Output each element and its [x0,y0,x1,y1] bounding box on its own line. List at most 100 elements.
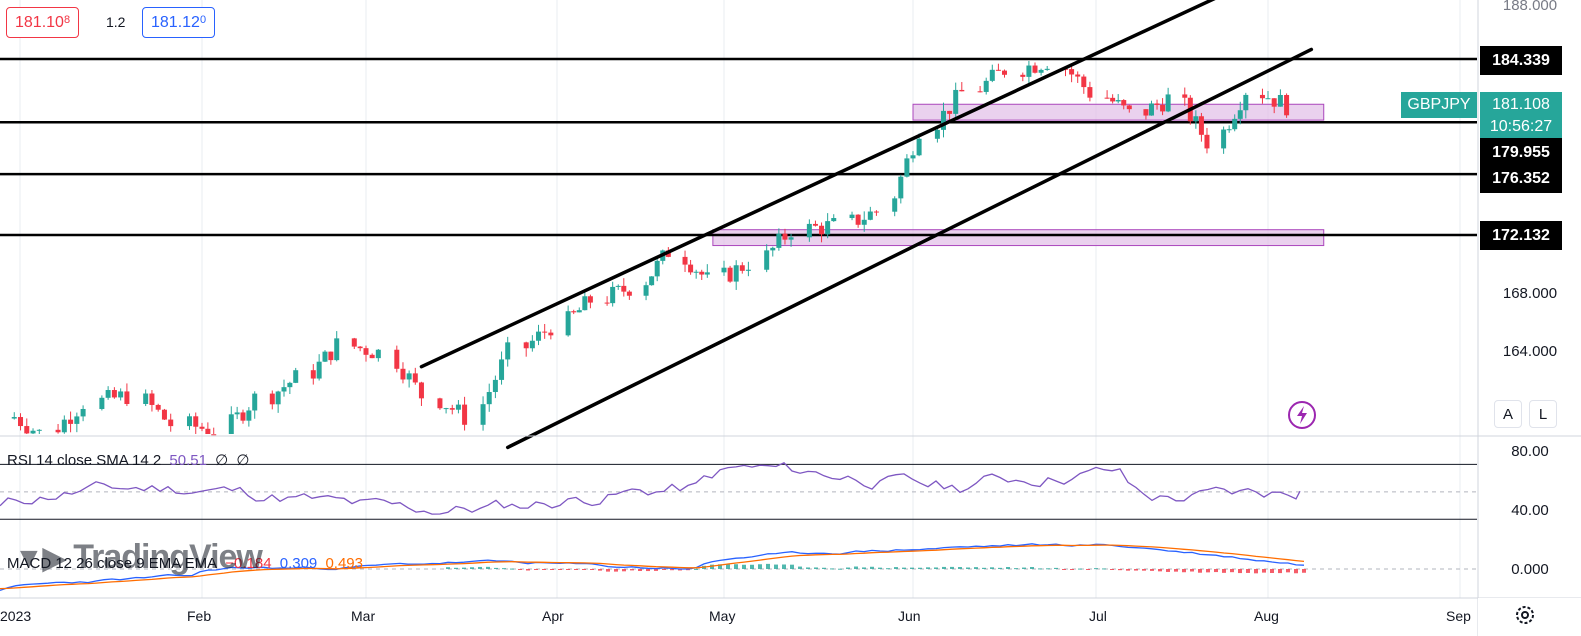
candle-body [819,225,825,235]
macd-histogram-bar [1078,568,1082,570]
macd-histogram-bar [766,563,770,569]
macd-histogram-bar [574,569,578,570]
candle-body [576,310,582,313]
ask-price-button[interactable]: 181.120 [142,7,216,38]
macd-histogram-bar [1054,567,1058,569]
macd-histogram-bar [798,566,802,569]
macd-histogram-bar [782,564,786,569]
last-price: 181.108 [1492,96,1550,113]
time-tick-2023: 2023 [0,608,32,624]
candle-body [1204,134,1210,149]
candle-body [604,302,610,304]
macd-histogram-bar [870,566,874,569]
macd-histogram-bar [990,567,994,569]
macd-histogram-bar [1238,569,1242,574]
candle-body [455,404,461,410]
candle-body [849,214,855,219]
macd-histogram-bar [1038,568,1042,570]
candle-body [548,332,554,336]
macd-histogram-bar [894,567,898,569]
candle-body [161,409,167,420]
level-label-172: 172.132 [1480,221,1562,250]
candle-body [1104,97,1110,99]
support-zones [712,103,1325,247]
candle-body [310,370,316,379]
macd-histogram-bar [1270,569,1274,573]
macd-line-value: 0.309 [279,555,318,572]
candle-body [269,393,275,405]
macd-histogram-bar [1102,568,1106,570]
candle-body [322,351,328,362]
rsi-tick-80: 80.00 [1511,443,1549,460]
macd-histogram-bar [926,567,930,569]
candle-body [1265,98,1271,100]
candle-body [1277,94,1283,107]
level-label-180: 179.955 [1480,138,1562,167]
candle-body [505,342,511,360]
time-tick-jun: Jun [898,608,921,624]
candle-body [523,342,529,349]
candle-body [363,348,369,355]
candle-body [74,416,80,424]
candle-body [143,393,149,404]
candle-body [36,429,42,431]
candle-body [782,233,788,240]
bid-price-button[interactable]: 181.108 [6,7,80,38]
macd-histogram-bar [558,569,562,570]
gear-icon[interactable] [1514,604,1536,626]
macd-histogram-bar [814,567,818,569]
candle-body [1226,129,1232,131]
candle-body [699,271,705,275]
level-label-176: 176.352 [1480,164,1562,193]
macd-histogram-bar [590,569,594,570]
time-tick-sep: Sep [1446,608,1471,624]
candle-body [316,361,322,379]
candle-body [806,223,812,238]
candle-body [1126,105,1132,110]
candle-body [418,382,424,399]
symbol-tag: GBPJPY [1401,92,1477,118]
candle-body [1115,100,1121,102]
last-price-label: 181.108 10:56:27 [1480,92,1562,138]
candle-body [99,397,105,409]
rsi-tick-40: 40.00 [1511,502,1549,519]
candle-body [118,391,124,398]
time-tick-apr: Apr [542,608,564,624]
candle-body [124,391,130,404]
macd-histogram-bar [998,567,1002,569]
macd-histogram-bar [446,567,450,569]
macd-histogram-bar [1006,567,1010,569]
macd-histogram-bar [726,564,730,569]
macd-histogram-bar [1166,569,1170,572]
macd-histogram-bar [662,569,666,570]
macd-histogram-bar [486,566,490,569]
candle-body [1198,116,1204,135]
candle-body [281,387,287,392]
candle-body [904,158,910,177]
candle-body [155,404,161,410]
lightning-icon[interactable] [1287,400,1317,430]
candle-body [536,331,542,341]
candle-body [788,237,794,240]
macd-histogram-bar [534,569,538,570]
candle-body [1271,98,1277,107]
auto-scale-button[interactable]: A [1494,400,1522,428]
candle-body [643,285,649,296]
macd-histogram-bar [1086,569,1090,570]
candle-body [351,338,357,347]
candle-body [989,69,995,81]
candle-body [1284,94,1290,116]
candle-body [252,393,258,411]
macd-histogram-bar [1046,568,1050,570]
candle-body [205,428,211,434]
macd-histogram-bar [974,567,978,569]
macd-histogram-bar [1182,569,1186,573]
candle-body [199,426,205,429]
macd-signal-value: 0.493 [325,555,363,572]
macd-histogram-bar [854,566,858,569]
candle-body [1221,129,1227,149]
macd-histogram-bar [614,569,618,572]
log-scale-button[interactable]: L [1529,400,1557,428]
